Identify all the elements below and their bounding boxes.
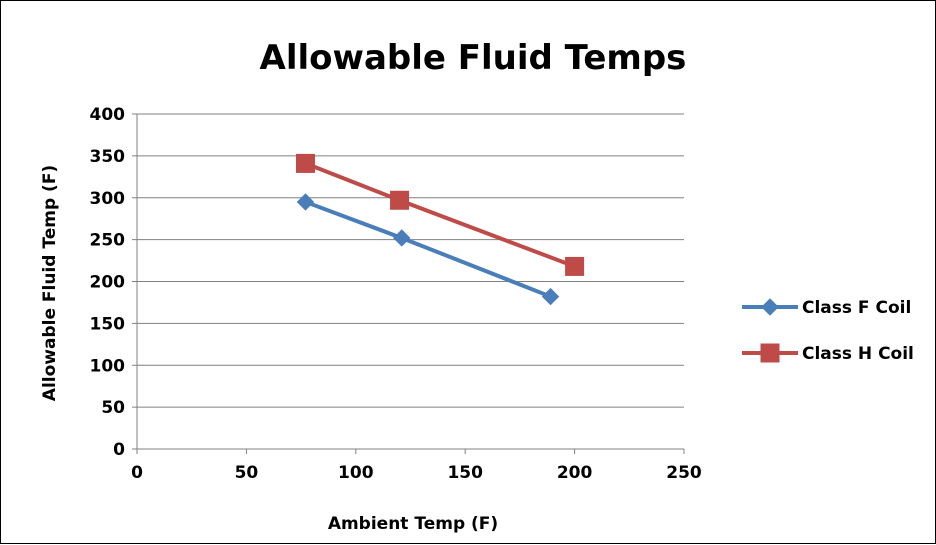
series-line-class-f-coil: [304, 200, 552, 299]
gridlines: [137, 113, 684, 408]
point-class-h-coil-2: [565, 256, 585, 276]
x-tick-label-150: 150: [447, 463, 483, 483]
legend-label-class-f-coil: Class F Coil: [802, 298, 911, 318]
y-tick-label-300: 300: [90, 189, 126, 209]
y-tick-label-250: 250: [90, 231, 126, 251]
series-class-h-coil: [295, 153, 585, 276]
y-tick-labels: 0 50 100 150 200 250 300 350 400: [90, 105, 126, 460]
legend-marker-class-h-coil: [760, 343, 780, 363]
axes: [132, 113, 685, 454]
point-class-f-coil-2: [541, 287, 560, 306]
point-class-h-coil-0: [295, 153, 315, 173]
x-tick-label-250: 250: [666, 463, 702, 483]
legend-item-class-f-coil: Class F Coil: [742, 298, 911, 318]
x-tick-label-100: 100: [338, 463, 374, 483]
x-tick-label-0: 0: [131, 463, 143, 483]
legend-label-class-h-coil: Class H Coil: [802, 344, 914, 364]
y-tick-label-0: 0: [113, 440, 125, 460]
y-tick-label-50: 50: [101, 398, 125, 418]
x-axis-title: Ambient Temp (F): [328, 514, 498, 534]
y-tick-label-200: 200: [90, 273, 126, 293]
point-class-h-coil-1: [390, 190, 410, 210]
point-class-f-coil-1: [393, 229, 411, 247]
legend-item-class-h-coil: Class H Coil: [742, 343, 914, 364]
series-group: [295, 153, 585, 306]
x-tick-label-50: 50: [235, 463, 259, 483]
point-class-f-coil-0: [296, 193, 315, 211]
legend-marker-class-f-coil: [761, 298, 779, 316]
y-tick-label-400: 400: [90, 105, 126, 125]
legend: Class F Coil Class H Coil: [742, 298, 914, 364]
series-class-f-coil: [296, 193, 560, 306]
y-tick-label-150: 150: [90, 314, 126, 334]
x-tick-labels: 0 50 100 150 200 250: [131, 463, 702, 483]
y-tick-label-100: 100: [90, 356, 126, 376]
chart-title: Allowable Fluid Temps: [260, 38, 687, 78]
y-axis-title: Allowable Fluid Temp (F): [40, 165, 60, 401]
y-tick-label-350: 350: [90, 147, 126, 167]
x-tick-label-200: 200: [557, 463, 593, 483]
